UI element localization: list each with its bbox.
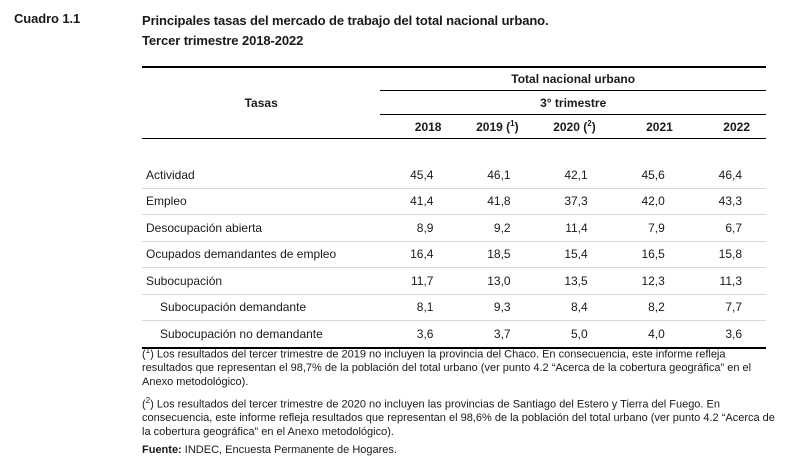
row-value: 42,1	[534, 162, 612, 189]
footnote-1: (1) Los resultados del tercer trimestre …	[142, 346, 752, 388]
table-title-block: Principales tasas del mercado de trabajo…	[142, 11, 549, 51]
row-value: 8,9	[380, 214, 458, 242]
year-header: 2020 (2)	[534, 114, 612, 139]
row-value: 16,5	[611, 241, 689, 268]
row-value: 46,1	[457, 162, 535, 189]
row-label: Ocupados demandantes de empleo	[142, 241, 381, 268]
row-header-tasas: Tasas	[142, 66, 381, 139]
row-value: 3,6	[380, 320, 458, 349]
table-title: Principales tasas del mercado de trabajo…	[142, 13, 549, 28]
row-value: 43,3	[688, 188, 766, 215]
table-row: Subocupación demandante 8,1 9,3 8,4 8,2 7,7	[142, 294, 766, 321]
row-value: 16,4	[380, 241, 458, 268]
row-value: 9,3	[457, 294, 535, 321]
source-note: Fuente: INDEC, Encuesta Permanente de Ho…	[142, 444, 397, 457]
year-header: 2021	[611, 114, 689, 139]
footnotes: (1) Los resultados del tercer trimestre …	[142, 344, 778, 463]
footnote-2: (2) Los resultados del tercer trimestre …	[142, 396, 775, 438]
row-value: 8,1	[380, 294, 458, 321]
table-row: Subocupación no demandante 3,6 3,7 5,0 4,0 3,…	[142, 320, 766, 349]
row-value: 11,7	[380, 267, 458, 295]
row-value: 7,7	[688, 294, 766, 321]
year-header: 2019 (1)	[457, 114, 535, 139]
row-value: 11,3	[688, 267, 766, 295]
row-value: 4,0	[611, 320, 689, 349]
table-row: Subocupación 11,7 13,0 13,5 12,3 11,3	[142, 267, 766, 295]
row-label: Subocupación demandante	[142, 294, 381, 321]
row-label: Actividad	[142, 162, 381, 189]
row-value: 41,4	[380, 188, 458, 215]
row-label: Desocupación abierta	[142, 214, 381, 242]
row-value: 45,6	[611, 162, 689, 189]
year-header: 2022	[688, 114, 766, 139]
row-value: 12,3	[611, 267, 689, 295]
year-header: 2018	[380, 114, 458, 139]
row-value: 11,4	[534, 214, 612, 242]
row-value: 45,4	[380, 162, 458, 189]
row-label: Subocupación	[142, 267, 381, 295]
table-subtitle: Tercer trimestre 2018-2022	[142, 33, 304, 48]
table-row: Ocupados demandantes de empleo 16,4 18,5 15…	[142, 241, 766, 268]
row-label: Empleo	[142, 188, 381, 215]
table-row: Empleo 41,4 41,8 37,3 42,0 43,3	[142, 188, 766, 215]
row-value: 5,0	[534, 320, 612, 349]
row-value: 13,5	[534, 267, 612, 295]
row-value: 18,5	[457, 241, 535, 268]
row-value: 13,0	[457, 267, 535, 295]
row-value: 3,7	[457, 320, 535, 349]
row-value: 8,4	[534, 294, 612, 321]
row-value: 9,2	[457, 214, 535, 242]
row-label: Subocupación no demandante	[142, 320, 381, 349]
row-value: 7,9	[611, 214, 689, 242]
row-value: 15,8	[688, 241, 766, 268]
row-value: 42,0	[611, 188, 689, 215]
row-value: 6,7	[688, 214, 766, 242]
row-value: 8,2	[611, 294, 689, 321]
row-value: 15,4	[534, 241, 612, 268]
table-number: Cuadro 1.1	[14, 11, 81, 26]
row-value: 37,3	[534, 188, 612, 215]
row-value: 41,8	[457, 188, 535, 215]
row-value: 46,4	[688, 162, 766, 189]
table-row: Desocupación abierta 8,9 9,2 11,4 7,9 6,7	[142, 214, 766, 242]
group-header: Total nacional urbano	[380, 66, 766, 91]
sub-header: 3° trimestre	[380, 90, 766, 115]
row-value: 3,6	[688, 320, 766, 349]
labor-market-table: Tasas Total nacional urbano 3° trimestre…	[142, 66, 766, 349]
table-row: Actividad 45,4 46,1 42,1 45,6 46,4	[142, 162, 766, 189]
